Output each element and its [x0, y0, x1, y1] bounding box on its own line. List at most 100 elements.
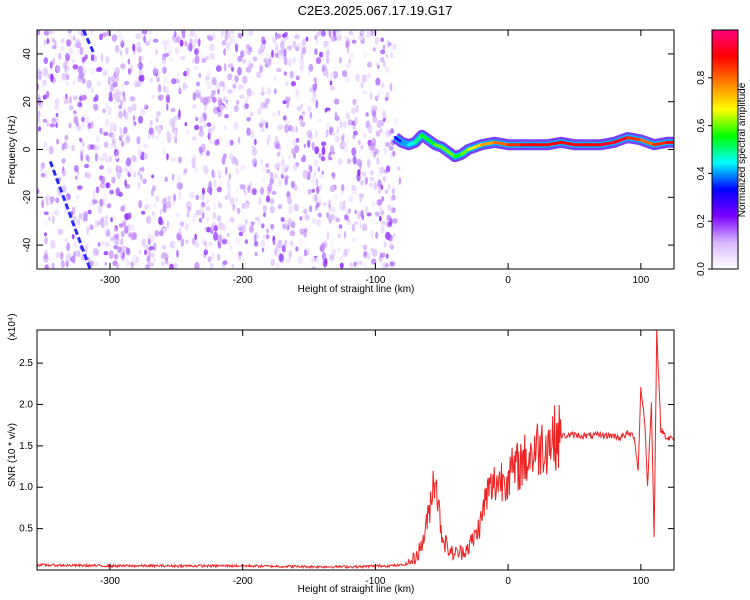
- noise-speckle: [191, 162, 196, 169]
- noise-speckle: [298, 238, 305, 246]
- noise-speckle: [269, 177, 275, 185]
- noise-speckle: [328, 30, 332, 38]
- noise-speckle: [238, 231, 244, 237]
- noise-speckle: [119, 127, 123, 134]
- noise-speckle: [173, 115, 177, 122]
- noise-speckle: [371, 201, 376, 208]
- noise-speckle: [77, 65, 84, 74]
- noise-speckle: [105, 214, 108, 221]
- noise-speckle: [281, 244, 286, 253]
- noise-speckle: [281, 168, 285, 177]
- noise-speckle: [318, 153, 321, 158]
- noise-speckle: [193, 213, 197, 218]
- noise-speckle: [155, 125, 162, 133]
- noise-speckle: [242, 75, 248, 84]
- noise-speckle: [119, 99, 123, 107]
- noise-speckle: [96, 80, 102, 86]
- noise-speckle: [217, 82, 223, 88]
- noise-speckle: [132, 43, 136, 52]
- noise-speckle: [308, 205, 313, 213]
- noise-speckle: [241, 224, 247, 234]
- noise-speckle: [121, 83, 124, 90]
- noise-speckle: [49, 30, 55, 35]
- noise-speckle: [275, 33, 282, 39]
- noise-speckle: [67, 30, 72, 34]
- noise-speckle: [274, 43, 279, 53]
- noise-speckle: [121, 245, 127, 253]
- noise-speckle: [362, 90, 367, 95]
- noise-speckle: [233, 122, 238, 131]
- noise-speckle: [238, 226, 243, 232]
- noise-speckle: [389, 82, 393, 92]
- noise-speckle: [108, 96, 113, 102]
- y-tick-label: 2.5: [19, 358, 33, 369]
- colorbar-tick-label: 0.0: [696, 262, 707, 276]
- noise-speckle: [169, 118, 175, 127]
- noise-speckle: [274, 135, 278, 142]
- noise-speckle: [390, 128, 394, 134]
- noise-speckle: [78, 71, 85, 80]
- top-y-axis-label: Frequency (Hz): [7, 116, 18, 185]
- noise-speckle: [44, 236, 49, 245]
- noise-speckle: [174, 36, 179, 43]
- noise-speckle: [237, 66, 242, 76]
- noise-speckle: [381, 252, 386, 258]
- noise-speckle: [220, 30, 224, 37]
- noise-speckle: [88, 220, 92, 228]
- noise-speckle: [75, 38, 81, 43]
- noise-speckle: [348, 261, 354, 268]
- noise-speckle: [306, 248, 311, 253]
- noise-speckle: [367, 159, 370, 168]
- noise-speckle: [45, 90, 50, 99]
- noise-speckle: [72, 215, 77, 222]
- noise-speckle: [359, 260, 363, 266]
- noise-speckle: [40, 173, 46, 178]
- noise-speckle: [299, 216, 303, 221]
- noise-speckle: [315, 178, 319, 187]
- noise-speckle: [151, 174, 155, 179]
- noise-speckle: [86, 125, 91, 132]
- noise-speckle: [271, 49, 274, 58]
- noise-speckle: [327, 109, 330, 115]
- noise-speckle: [105, 103, 109, 110]
- noise-speckle: [198, 217, 203, 223]
- noise-speckle: [119, 131, 125, 139]
- noise-speckle: [98, 177, 102, 182]
- noise-speckle: [81, 94, 87, 101]
- noise-speckle: [102, 152, 108, 162]
- y-tick-label: -20: [22, 190, 33, 205]
- noise-speckle: [209, 43, 215, 52]
- noise-speckle: [285, 257, 291, 264]
- noise-speckle: [385, 263, 389, 268]
- noise-speckle: [351, 184, 357, 192]
- noise-speckle: [89, 224, 94, 230]
- noise-speckle: [307, 69, 311, 76]
- noise-speckle: [328, 198, 333, 206]
- noise-speckle: [111, 176, 116, 184]
- noise-speckle: [326, 72, 329, 79]
- noise-speckle: [198, 73, 202, 78]
- noise-speckle: [254, 216, 260, 221]
- noise-speckle: [105, 182, 110, 189]
- noise-speckle: [398, 177, 402, 185]
- noise-speckle: [233, 122, 240, 130]
- noise-speckle: [105, 241, 110, 247]
- noise-speckle: [137, 142, 141, 152]
- noise-speckle: [269, 205, 275, 214]
- noise-speckle: [52, 215, 55, 224]
- noise-speckle: [54, 209, 60, 216]
- noise-speckle: [179, 39, 184, 47]
- noise-speckle: [379, 166, 385, 174]
- noise-speckle: [346, 158, 352, 165]
- noise-speckle: [124, 111, 129, 120]
- noise-speckle: [321, 251, 326, 261]
- noise-speckle: [245, 43, 251, 50]
- noise-speckle: [178, 191, 181, 200]
- noise-speckle: [219, 80, 225, 87]
- noise-speckle: [178, 156, 183, 163]
- noise-speckle: [356, 210, 361, 220]
- noise-speckle: [216, 65, 222, 72]
- noise-speckle: [254, 251, 258, 257]
- noise-speckle: [78, 106, 82, 113]
- noise-speckle: [124, 47, 129, 55]
